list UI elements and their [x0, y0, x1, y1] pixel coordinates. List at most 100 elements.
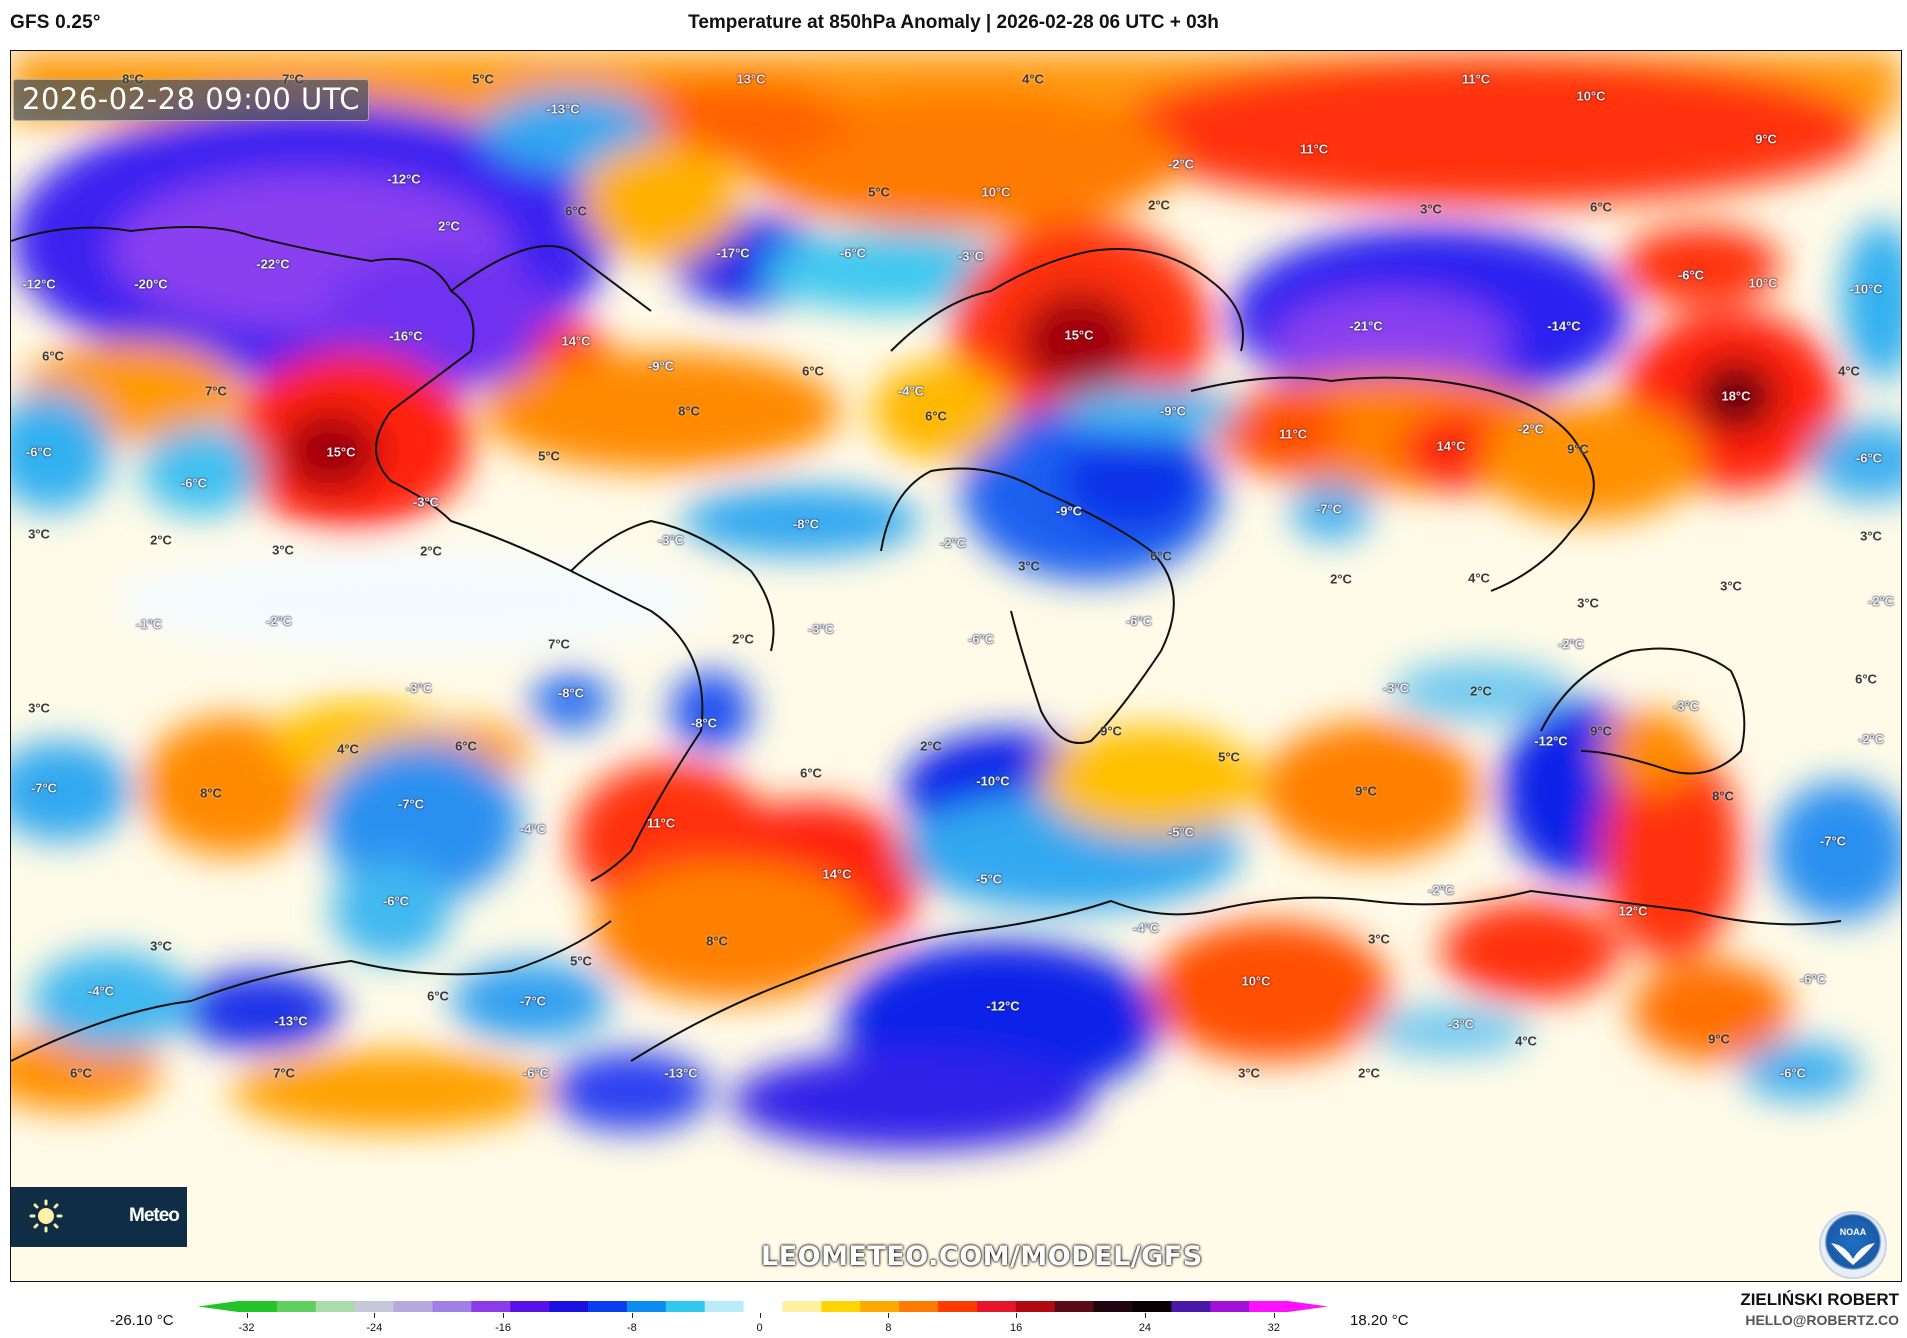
- anomaly-label: -6°C: [967, 631, 995, 647]
- anomaly-label: 3°C: [272, 542, 294, 558]
- colorbar-tick-label: -32: [238, 1322, 255, 1334]
- anomaly-label: 2°C: [732, 631, 754, 647]
- promo-banner[interactable]: Meteo: [11, 1187, 187, 1247]
- anomaly-label: 5°C: [538, 448, 560, 464]
- anomaly-label: -6°C: [382, 893, 410, 909]
- anomaly-label: 4°C: [1468, 570, 1490, 586]
- anomaly-label: -16°C: [389, 328, 423, 344]
- colorbar-tick: [759, 1313, 761, 1318]
- noaa-logo-text: NOAA: [1839, 1227, 1867, 1237]
- anomaly-label: 5°C: [472, 71, 494, 87]
- promo-text: Meteo: [129, 1205, 180, 1226]
- anomaly-label: -3°C: [657, 532, 685, 548]
- anomaly-label: -9°C: [647, 358, 675, 374]
- anomaly-label: 5°C: [570, 953, 592, 969]
- anomaly-label: -3°C: [412, 494, 440, 510]
- anomaly-label: 4°C: [1838, 363, 1860, 379]
- anomaly-label: -4°C: [897, 383, 925, 399]
- anomaly-label: 10°C: [981, 184, 1011, 200]
- temperature-anomaly-field: [11, 51, 1901, 1281]
- anomaly-label: -4°C: [87, 983, 115, 999]
- anomaly-label: -13°C: [664, 1065, 698, 1081]
- author-credit: ZIELIŃSKI ROBERT: [1740, 1290, 1899, 1309]
- anomaly-label: 2°C: [438, 218, 460, 234]
- anomaly-label: 3°C: [28, 700, 50, 716]
- anomaly-label: 3°C: [1368, 931, 1390, 947]
- anomaly-label: -3°C: [807, 621, 835, 637]
- anomaly-label: 4°C: [337, 741, 359, 757]
- anomaly-label: -7°C: [1819, 833, 1847, 849]
- colorbar-tick-label: -8: [627, 1322, 637, 1334]
- colorbar-tick: [1273, 1313, 1275, 1318]
- anomaly-label: -3°C: [1447, 1016, 1475, 1032]
- anomaly-label: 6°C: [427, 988, 449, 1004]
- anomaly-label: -3°C: [1382, 680, 1410, 696]
- colorbar-tick-label: 16: [1009, 1322, 1023, 1334]
- anomaly-label: 8°C: [706, 933, 728, 949]
- model-label: GFS 0.25°: [10, 12, 101, 33]
- anomaly-label: 8°C: [1712, 788, 1734, 804]
- valid-time-badge: 2026-02-28 09:00 UTC: [13, 79, 370, 121]
- colorbar-tick-label: -24: [366, 1322, 383, 1334]
- anomaly-label: 2°C: [1470, 683, 1492, 699]
- anomaly-label: 11°C: [1461, 71, 1491, 87]
- sun-icon: [29, 1199, 63, 1233]
- anomaly-label: -2°C: [1857, 731, 1885, 747]
- colorbar-tick: [631, 1313, 633, 1318]
- anomaly-label: 7°C: [282, 71, 304, 87]
- anomaly-label: 14°C: [1436, 438, 1466, 454]
- anomaly-label: 10°C: [1576, 88, 1606, 104]
- anomaly-label: 3°C: [1720, 578, 1742, 594]
- anomaly-label: 15°C: [326, 444, 356, 460]
- anomaly-label: 13°C: [736, 71, 766, 87]
- anomaly-label: 6°C: [925, 408, 947, 424]
- colorbar-tick: [1016, 1313, 1018, 1318]
- anomaly-label: 7°C: [205, 383, 227, 399]
- anomaly-label: -7°C: [30, 780, 58, 796]
- anomaly-label: -17°C: [716, 245, 750, 261]
- anomaly-label: -6°C: [522, 1065, 550, 1081]
- anomaly-label: 6°C: [455, 738, 477, 754]
- anomaly-label: -4°C: [1132, 920, 1160, 936]
- anomaly-label: 8°C: [200, 785, 222, 801]
- anomaly-label: -13°C: [546, 101, 580, 117]
- anomaly-map[interactable]: 2026-02-28 09:00 UTC 8°C 7°C 5°C 13°C 4°C 11°…: [10, 50, 1902, 1282]
- anomaly-label: 14°C: [822, 866, 852, 882]
- colorbar: [198, 1301, 1328, 1312]
- anomaly-label: -7°C: [519, 993, 547, 1009]
- noaa-logo: NOAA: [1819, 1211, 1887, 1279]
- anomaly-label: 12°C: [1618, 903, 1648, 919]
- anomaly-label: -1°C: [135, 616, 163, 632]
- anomaly-label: 6°C: [565, 203, 587, 219]
- anomaly-label: 8°C: [678, 403, 700, 419]
- anomaly-label: 10°C: [1241, 973, 1271, 989]
- colorbar-tick-label: 8: [885, 1322, 892, 1334]
- anomaly-label: 2°C: [150, 532, 172, 548]
- anomaly-label: 6°C: [70, 1065, 92, 1081]
- anomaly-label: -6°C: [1855, 450, 1883, 466]
- colorbar-min-label: -26.10 °C: [110, 1312, 174, 1329]
- anomaly-label: -13°C: [274, 1013, 308, 1029]
- anomaly-label: -10°C: [976, 773, 1010, 789]
- colorbar-tick: [246, 1313, 248, 1318]
- colorbar-tick: [1144, 1313, 1146, 1318]
- anomaly-label: -2°C: [1167, 156, 1195, 172]
- anomaly-label: -8°C: [792, 516, 820, 532]
- anomaly-label: 6°C: [800, 765, 822, 781]
- anomaly-label: -6°C: [25, 444, 53, 460]
- anomaly-label: 11°C: [1278, 426, 1308, 442]
- anomaly-label: 3°C: [1860, 528, 1882, 544]
- anomaly-label: 2°C: [1358, 1065, 1380, 1081]
- anomaly-label: 3°C: [1018, 558, 1040, 574]
- anomaly-label: 4°C: [1515, 1033, 1537, 1049]
- anomaly-label: 6°C: [1590, 199, 1612, 215]
- anomaly-label: -6°C: [180, 475, 208, 491]
- anomaly-label: 6°C: [1855, 671, 1877, 687]
- anomaly-label: -12°C: [1534, 733, 1568, 749]
- colorbar-tick-label: -16: [495, 1322, 512, 1334]
- anomaly-label: -5°C: [975, 871, 1003, 887]
- anomaly-label: -8°C: [557, 685, 585, 701]
- author-email: HELLO@ROBERTZ.CO: [1745, 1312, 1899, 1328]
- anomaly-label: 5°C: [1218, 749, 1240, 765]
- anomaly-label: 3°C: [1577, 595, 1599, 611]
